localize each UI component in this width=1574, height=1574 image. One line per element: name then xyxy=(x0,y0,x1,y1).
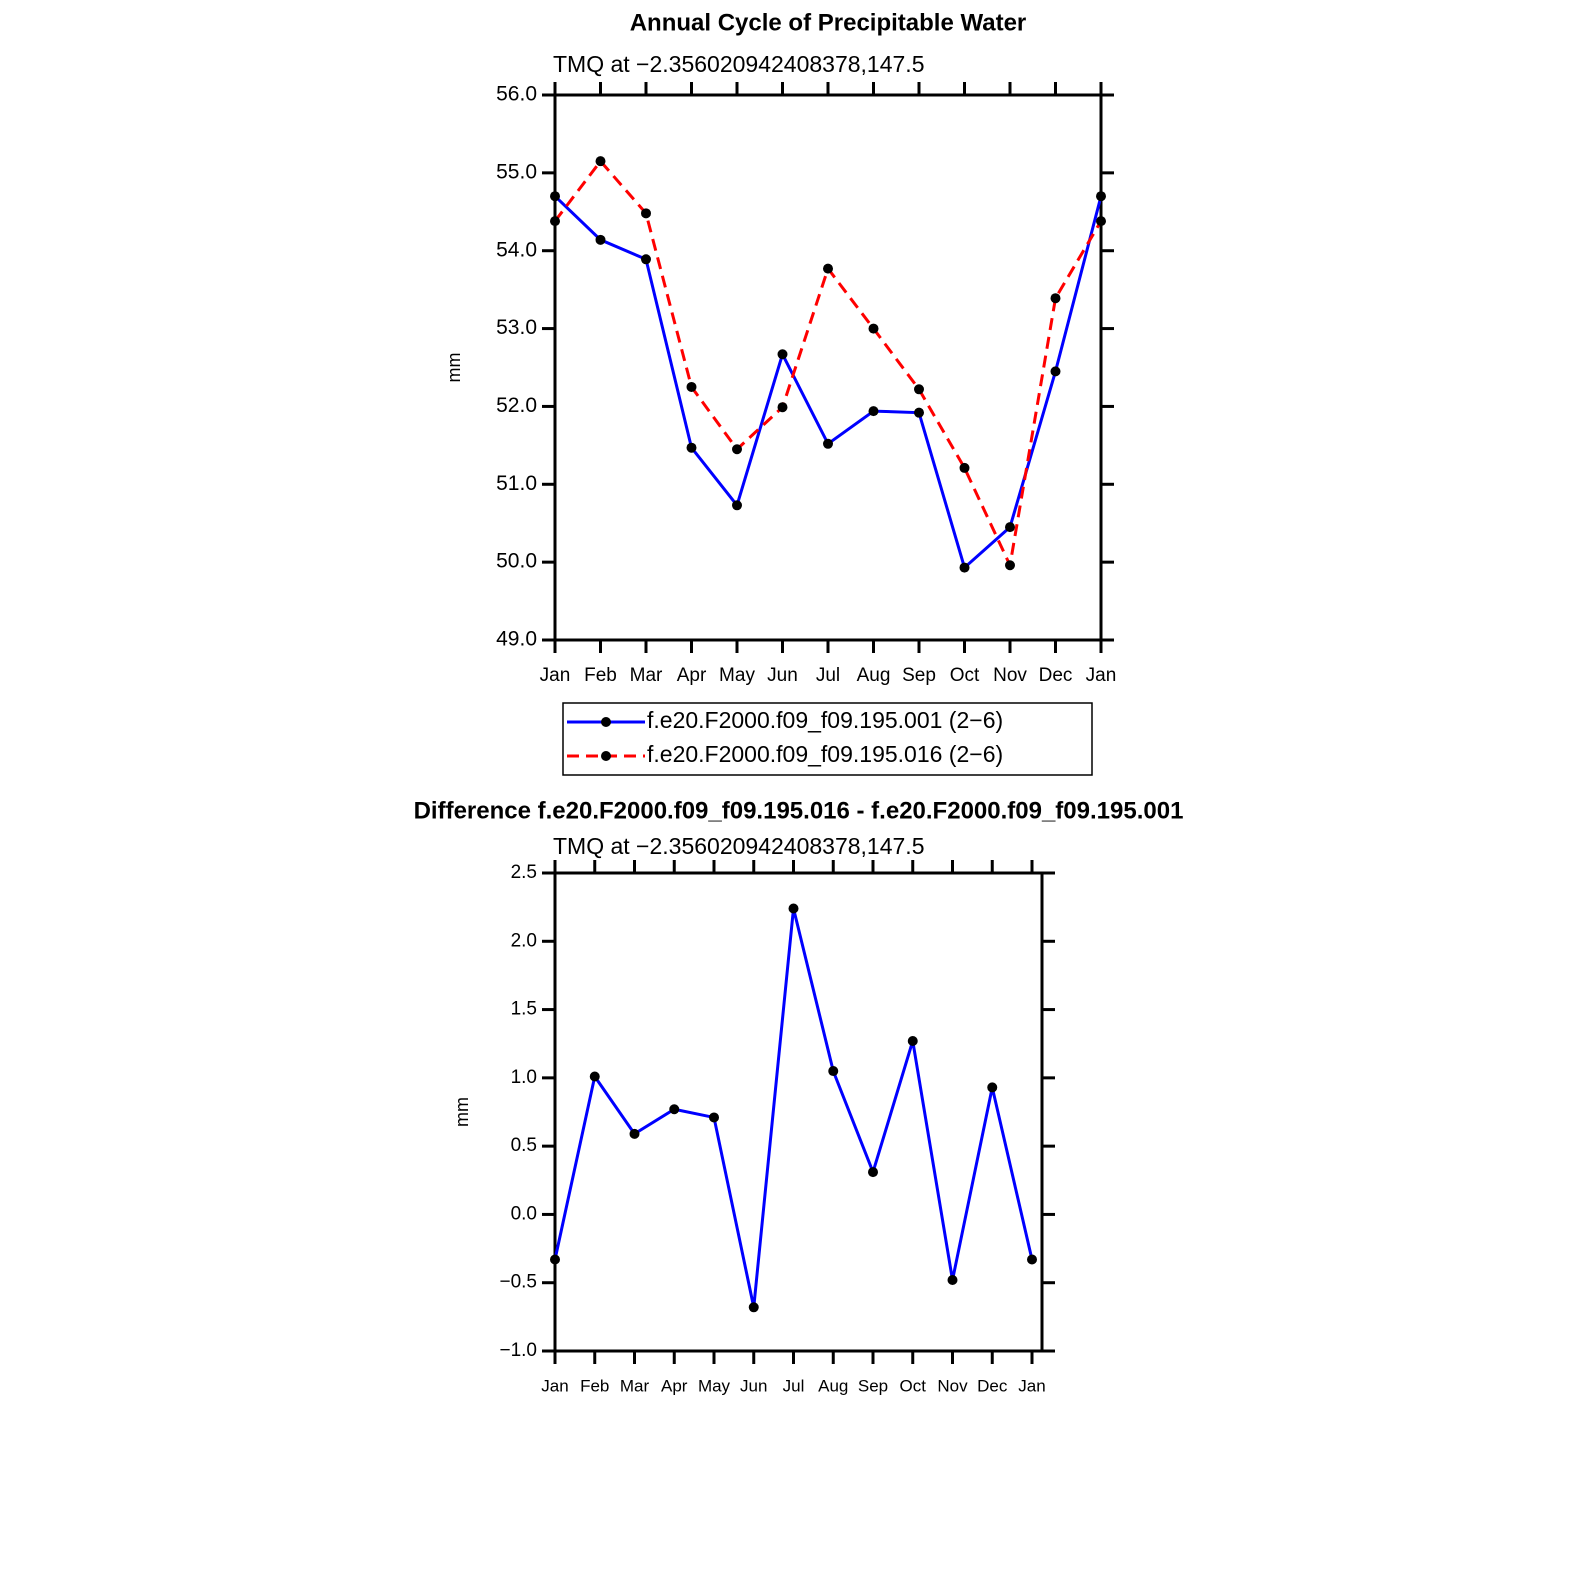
y-tick-label: 55.0 xyxy=(496,160,537,183)
data-point xyxy=(1005,522,1015,533)
chart-subtitle: TMQ at −2.356020942408378,147.5 xyxy=(553,51,925,77)
data-point xyxy=(1005,560,1015,571)
x-tick-label: Dec xyxy=(977,1376,1008,1395)
y-tick-label: 2.0 xyxy=(511,930,537,951)
data-point xyxy=(823,438,833,449)
x-tick-label: Aug xyxy=(818,1376,848,1395)
chart-title: Annual Cycle of Precipitable Water xyxy=(630,9,1027,36)
x-tick-label: Mar xyxy=(620,1376,650,1395)
y-tick-label: 1.5 xyxy=(511,999,537,1020)
data-point xyxy=(595,156,606,167)
x-tick-label: Feb xyxy=(584,665,617,686)
legend-label: f.e20.F2000.f09_f09.195.001 (2−6) xyxy=(647,707,1003,733)
data-point xyxy=(732,500,742,511)
x-tick-label: Jan xyxy=(541,1376,568,1395)
x-tick-label: Jan xyxy=(1086,665,1117,686)
data-point xyxy=(788,903,799,914)
x-tick-label: Apr xyxy=(677,665,707,686)
data-point xyxy=(959,462,970,473)
data-point xyxy=(641,208,651,219)
data-point xyxy=(868,406,879,417)
data-point xyxy=(589,1071,600,1082)
y-tick-label: 49.0 xyxy=(496,628,537,651)
y-tick-label: −1.0 xyxy=(499,1340,537,1361)
x-tick-label: Sep xyxy=(858,1376,888,1395)
x-tick-label: Jun xyxy=(740,1376,767,1395)
y-tick-label: 51.0 xyxy=(496,472,537,495)
x-tick-label: Nov xyxy=(937,1376,968,1395)
chart-subtitle: TMQ at −2.356020942408378,147.5 xyxy=(553,833,925,859)
y-tick-label: 54.0 xyxy=(496,238,537,261)
x-tick-label: Jan xyxy=(1018,1376,1045,1395)
data-point xyxy=(914,407,924,418)
data-point xyxy=(914,384,924,395)
data-point xyxy=(868,323,879,334)
plot-frame xyxy=(553,871,1044,1353)
data-point xyxy=(641,254,651,265)
y-tick-label: 56.0 xyxy=(496,83,537,106)
data-point xyxy=(709,1112,719,1123)
x-tick-label: May xyxy=(698,1376,731,1395)
y-tick-label: 1.0 xyxy=(511,1067,537,1088)
data-point xyxy=(686,442,697,453)
data-point xyxy=(828,1066,839,1077)
data-point xyxy=(987,1082,998,1093)
x-tick-label: Mar xyxy=(630,665,663,686)
x-tick-label: Oct xyxy=(900,1376,927,1395)
legend-box xyxy=(562,702,1093,776)
x-tick-label: Dec xyxy=(1039,665,1073,686)
data-point xyxy=(868,1167,878,1178)
x-tick-label: Jan xyxy=(540,665,571,686)
y-tick-label: 0.5 xyxy=(511,1135,537,1156)
data-point xyxy=(550,1254,560,1265)
y-tick-label: 53.0 xyxy=(496,316,537,339)
data-point xyxy=(1050,366,1061,377)
x-tick-label: Jul xyxy=(783,1376,805,1395)
data-point xyxy=(1096,191,1106,202)
data-point xyxy=(777,349,788,360)
legend-marker xyxy=(601,717,611,727)
chart-title: Difference f.e20.F2000.f09_f09.195.016 -… xyxy=(414,797,1184,824)
y-tick-label: 2.5 xyxy=(511,862,537,883)
x-tick-label: Nov xyxy=(993,665,1027,686)
legend-label: f.e20.F2000.f09_f09.195.016 (2−6) xyxy=(647,741,1003,767)
x-tick-label: Aug xyxy=(857,665,891,686)
data-point xyxy=(629,1128,640,1139)
y-tick-label: 52.0 xyxy=(496,394,537,417)
x-tick-label: Jul xyxy=(816,665,840,686)
data-point xyxy=(907,1035,918,1046)
data-point xyxy=(732,444,742,455)
series-line xyxy=(553,158,1103,571)
series-line xyxy=(553,908,1034,1308)
data-point xyxy=(686,381,697,392)
data-point xyxy=(947,1274,958,1285)
y-axis-label: mm xyxy=(444,353,464,383)
x-tick-label: Jun xyxy=(767,665,798,686)
x-tick-label: Oct xyxy=(950,665,980,686)
data-point xyxy=(595,234,606,245)
data-point xyxy=(550,191,560,202)
legend-marker xyxy=(601,751,611,761)
x-tick-label: Sep xyxy=(902,665,936,686)
data-point xyxy=(748,1302,759,1313)
data-point xyxy=(1027,1254,1037,1265)
x-tick-label: Feb xyxy=(580,1376,609,1395)
data-point xyxy=(823,263,833,274)
y-axis-label: mm xyxy=(452,1097,472,1127)
data-point xyxy=(777,402,788,413)
data-point xyxy=(669,1104,680,1115)
data-point xyxy=(550,216,560,227)
data-point xyxy=(959,562,970,573)
y-tick-label: 0.0 xyxy=(511,1203,537,1224)
data-point xyxy=(1050,293,1061,304)
plot-frame xyxy=(553,93,1103,642)
x-tick-label: May xyxy=(719,665,755,686)
y-tick-label: −0.5 xyxy=(499,1272,537,1293)
x-tick-label: Apr xyxy=(661,1376,688,1395)
data-point xyxy=(1096,216,1106,227)
y-tick-label: 50.0 xyxy=(496,550,537,573)
